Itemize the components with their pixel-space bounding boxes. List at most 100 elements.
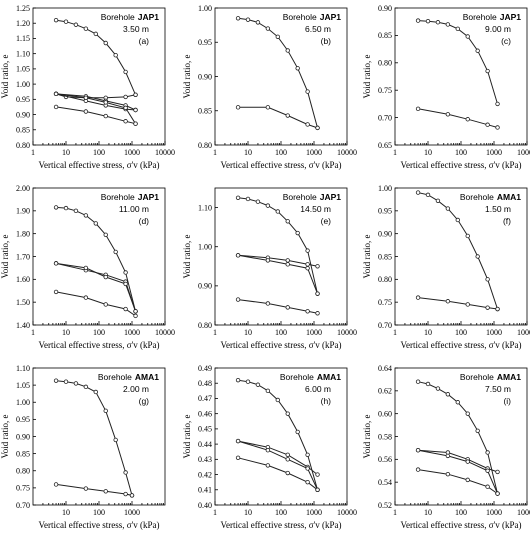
borehole-id: AMA1	[317, 372, 341, 382]
x-tick-label: 10000	[517, 508, 530, 517]
panel-letter: (f)	[503, 216, 511, 226]
y-tick-label: 0.52	[378, 501, 392, 510]
data-point	[265, 388, 271, 394]
borehole-id: JAP1	[320, 12, 342, 22]
x-axis-label: Vertical effective stress, σ'v (kPa)	[38, 520, 159, 530]
chart-panel: 0.70 0.75 0.80 0.85 0.90 0.95 1.00 1.05 1.10 10 10…	[0, 364, 166, 530]
y-axis-label: Void ratio, e	[182, 234, 192, 278]
borehole-label: Borehole JAP1	[101, 12, 160, 22]
chart-panel: 0.80 0.85 0.90 0.95 1.00 1 10 100 1000 10000 Verti…	[182, 4, 357, 170]
data-point	[103, 302, 108, 307]
y-tick-label: 0.75	[16, 484, 30, 493]
data-point	[235, 377, 241, 383]
data-point	[235, 297, 241, 302]
data-point	[445, 22, 451, 27]
x-axis-label: Vertical effective stress, σ'v (kPa)	[38, 340, 159, 350]
y-tick-label: 0.70	[378, 321, 392, 330]
data-point	[123, 270, 128, 275]
depth-label: 3.50 m	[123, 24, 149, 34]
y-tick-label: 0.43	[198, 455, 212, 464]
data-point	[425, 192, 431, 198]
borehole-prefix: Borehole	[101, 12, 135, 22]
borehole-label: Borehole JAP1	[101, 192, 160, 202]
x-axis-label: Vertical effective stress, σ'v (kPa)	[220, 520, 341, 530]
x-axis-label: Vertical effective stress, σ'v (kPa)	[220, 340, 341, 350]
data-point	[305, 248, 310, 253]
y-tick-label: 0.41	[198, 486, 212, 495]
x-tick-label: 100	[455, 148, 467, 157]
data-point	[415, 190, 421, 195]
data-point	[285, 411, 290, 416]
data-point	[53, 205, 59, 210]
x-tick-label: 10	[244, 328, 252, 337]
depth-label: 6.50 m	[305, 24, 331, 34]
y-axis-label: Void ratio, e	[362, 54, 372, 98]
data-point	[265, 448, 271, 453]
borehole-prefix: Borehole	[460, 192, 494, 202]
y-tick-label: 0.75	[378, 298, 392, 307]
data-point	[93, 389, 99, 395]
borehole-prefix: Borehole	[283, 12, 317, 22]
data-point	[123, 69, 128, 75]
data-point	[455, 26, 461, 32]
borehole-label: Borehole AMA1	[98, 372, 159, 382]
borehole-id: JAP1	[320, 192, 342, 202]
x-tick-label: 10	[244, 508, 252, 517]
x-tick-label: 1000	[124, 328, 140, 337]
data-point	[415, 18, 421, 23]
data-point	[415, 379, 421, 384]
data-point	[53, 482, 59, 487]
data-point	[445, 471, 451, 477]
data-point	[265, 258, 271, 263]
depth-label: 7.50 m	[485, 384, 511, 394]
y-tick-label: 1.00	[16, 398, 30, 407]
chart-panel: 0.65 0.70 0.75 0.80 0.85 0.90 1 10 100 1000 10000 V…	[362, 4, 530, 170]
data-point	[133, 309, 138, 314]
data-point	[495, 491, 500, 496]
data-point	[63, 205, 69, 211]
data-point	[455, 217, 461, 223]
data-point	[235, 438, 241, 444]
y-tick-label: 0.90	[16, 110, 30, 119]
data-point	[315, 487, 320, 492]
data-point	[265, 301, 271, 306]
x-axis-label: Vertical effective stress, σ'v (kPa)	[220, 160, 341, 170]
data-point	[315, 125, 320, 131]
data-point	[425, 381, 431, 387]
x-tick-label: 10000	[517, 148, 530, 157]
data-point	[63, 379, 69, 384]
panel-letter: (h)	[321, 396, 332, 406]
y-tick-label: 0.65	[378, 141, 392, 150]
data-point	[285, 452, 290, 457]
data-point	[285, 113, 290, 118]
data-point	[255, 382, 261, 387]
data-point	[305, 266, 310, 271]
data-point	[265, 105, 271, 110]
data-point	[123, 491, 128, 497]
data-point	[495, 125, 500, 130]
borehole-id: AMA1	[497, 372, 521, 382]
data-point	[315, 311, 320, 316]
y-tick-label: 0.80	[378, 59, 392, 68]
x-tick-label: 100	[275, 508, 287, 517]
data-point	[103, 100, 108, 105]
y-tick-label: 0.56	[378, 455, 392, 464]
data-point	[53, 289, 59, 295]
data-point	[265, 203, 271, 208]
y-tick-label: 1.00	[198, 4, 212, 13]
borehole-label: Borehole JAP1	[283, 192, 342, 202]
data-point	[475, 254, 480, 259]
depth-label: 6.00 m	[305, 384, 331, 394]
depth-label: 14.50 m	[300, 204, 331, 214]
x-tick-label: 1000	[306, 148, 322, 157]
x-tick-label: 1000	[486, 148, 502, 157]
data-point	[113, 249, 118, 255]
x-tick-label: 100	[93, 508, 105, 517]
chart-panel: 0.40 0.41 0.42 0.43 0.44 0.45 0.46 0.47 0.48 0.49…	[182, 364, 357, 530]
data-point	[53, 91, 59, 97]
y-tick-label: 1.05	[16, 65, 30, 74]
borehole-id: JAP1	[138, 12, 160, 22]
y-tick-label: 0.75	[378, 86, 392, 95]
y-tick-label: 1.00	[16, 80, 30, 89]
